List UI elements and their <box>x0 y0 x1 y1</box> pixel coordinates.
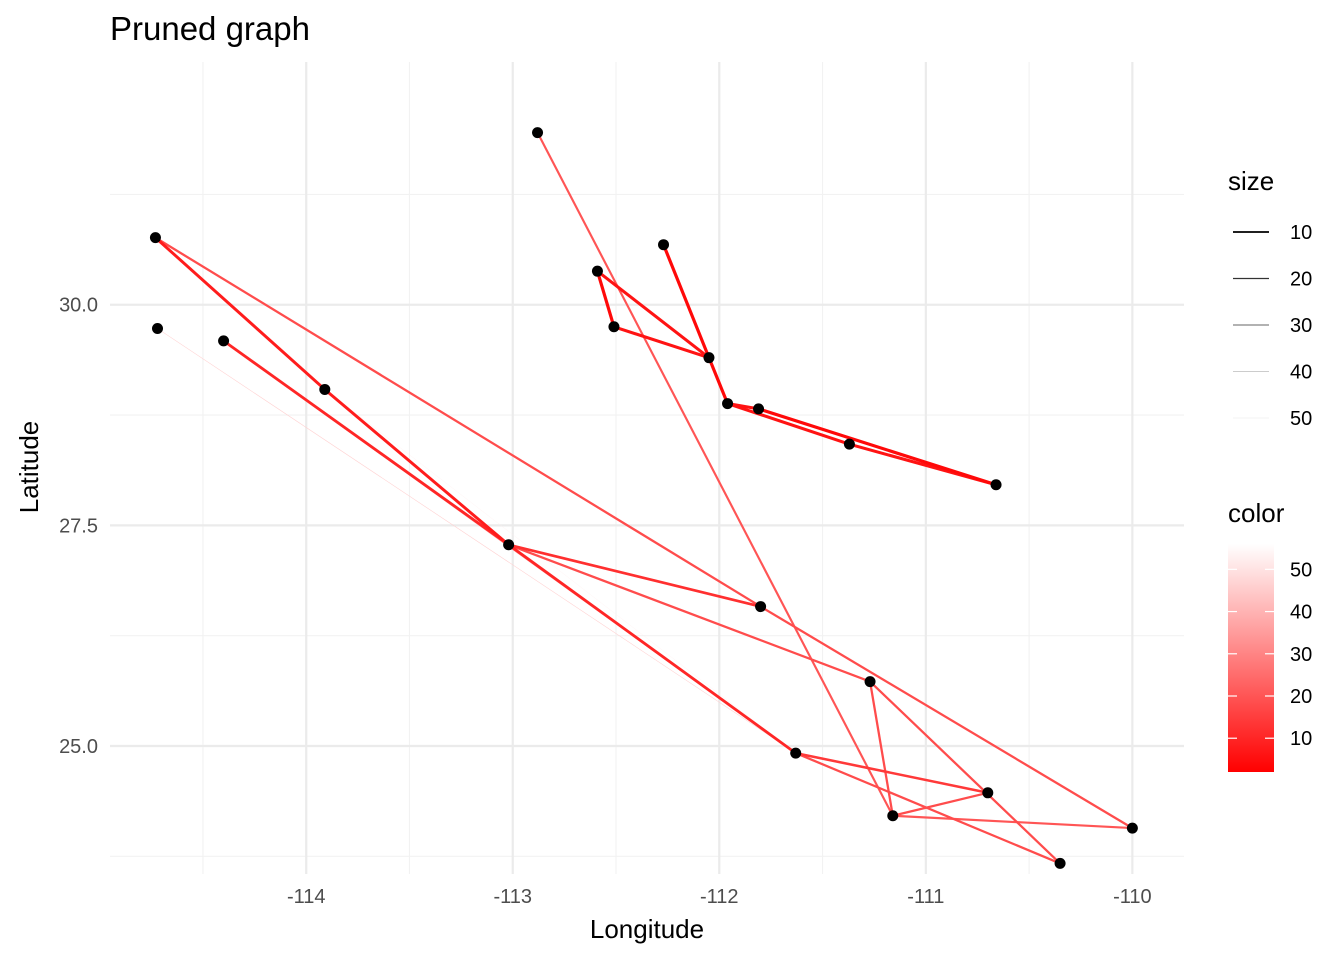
node-point <box>990 479 1002 491</box>
edge <box>795 751 989 795</box>
node-point <box>887 810 899 822</box>
node-point <box>218 335 230 347</box>
size-legend-label: 40 <box>1290 362 1312 384</box>
major-grid <box>110 62 1184 874</box>
node-point <box>1126 822 1138 834</box>
edge <box>595 270 616 328</box>
x-tick-label: -114 <box>287 886 326 908</box>
edge <box>892 791 989 817</box>
node-point <box>149 232 161 244</box>
node-point <box>790 747 802 759</box>
color-legend-title: color <box>1228 498 1285 528</box>
size-legend-label: 50 <box>1290 408 1312 430</box>
edge <box>758 407 997 487</box>
edge <box>324 389 796 754</box>
node-point <box>753 403 765 415</box>
y-tick-label: 25.0 <box>59 736 98 758</box>
node-point <box>1054 857 1066 869</box>
edge <box>892 814 1133 830</box>
node-point <box>503 539 515 551</box>
node-point <box>152 323 164 335</box>
edge <box>613 325 710 360</box>
edge <box>157 328 796 754</box>
node-point <box>658 239 670 251</box>
x-tick-labels: -114 -113 -112 -111 -110 <box>287 886 1152 908</box>
edge <box>760 605 1133 830</box>
edge <box>508 543 871 683</box>
edge <box>323 388 510 546</box>
node-point <box>319 383 331 395</box>
node-point <box>755 601 767 613</box>
edge <box>869 680 1061 865</box>
color-legend-label: 30 <box>1290 644 1312 666</box>
edge <box>222 339 510 546</box>
edge <box>596 269 710 359</box>
x-tick-label: -112 <box>700 886 739 908</box>
nodes <box>149 127 1138 869</box>
color-legend-label: 10 <box>1290 728 1312 750</box>
edge <box>507 543 797 755</box>
size-legend-label: 10 <box>1290 222 1312 244</box>
chart-title: Pruned graph <box>110 10 310 47</box>
y-axis-title: Latitude <box>14 421 44 514</box>
y-tick-label: 27.5 <box>59 515 98 537</box>
color-legend-label: 50 <box>1290 559 1312 581</box>
edge <box>727 402 850 446</box>
color-legend-label: 40 <box>1290 602 1312 624</box>
x-axis-title: Longitude <box>590 914 704 944</box>
node-point <box>864 676 876 688</box>
node-point <box>843 438 855 450</box>
x-tick-label: -110 <box>1113 886 1152 908</box>
node-point <box>591 265 603 277</box>
node-point <box>608 321 620 333</box>
size-legend: size 10 20 30 40 50 <box>1228 166 1312 430</box>
node-point <box>982 787 994 799</box>
y-tick-label: 30.0 <box>59 295 98 317</box>
size-legend-label: 30 <box>1290 315 1312 337</box>
edge <box>707 357 730 405</box>
edge <box>154 236 326 391</box>
node-point <box>703 352 715 364</box>
edge <box>662 244 711 359</box>
node-point <box>532 127 544 139</box>
edge <box>508 543 761 608</box>
color-legend-label: 20 <box>1290 686 1312 708</box>
node-point <box>722 398 734 410</box>
size-legend-label: 20 <box>1290 269 1312 291</box>
edge <box>154 236 762 608</box>
y-tick-labels: 25.0 27.5 30.0 <box>59 295 98 758</box>
x-tick-label: -113 <box>493 886 532 908</box>
edge <box>868 681 894 816</box>
edges <box>154 132 1133 865</box>
size-legend-title: size <box>1228 166 1274 196</box>
minor-grid <box>110 62 1184 874</box>
color-legend: color 10 20 30 40 50 <box>1228 498 1312 772</box>
edge <box>536 132 894 817</box>
x-tick-label: -111 <box>907 886 944 908</box>
colorbar <box>1228 544 1274 772</box>
